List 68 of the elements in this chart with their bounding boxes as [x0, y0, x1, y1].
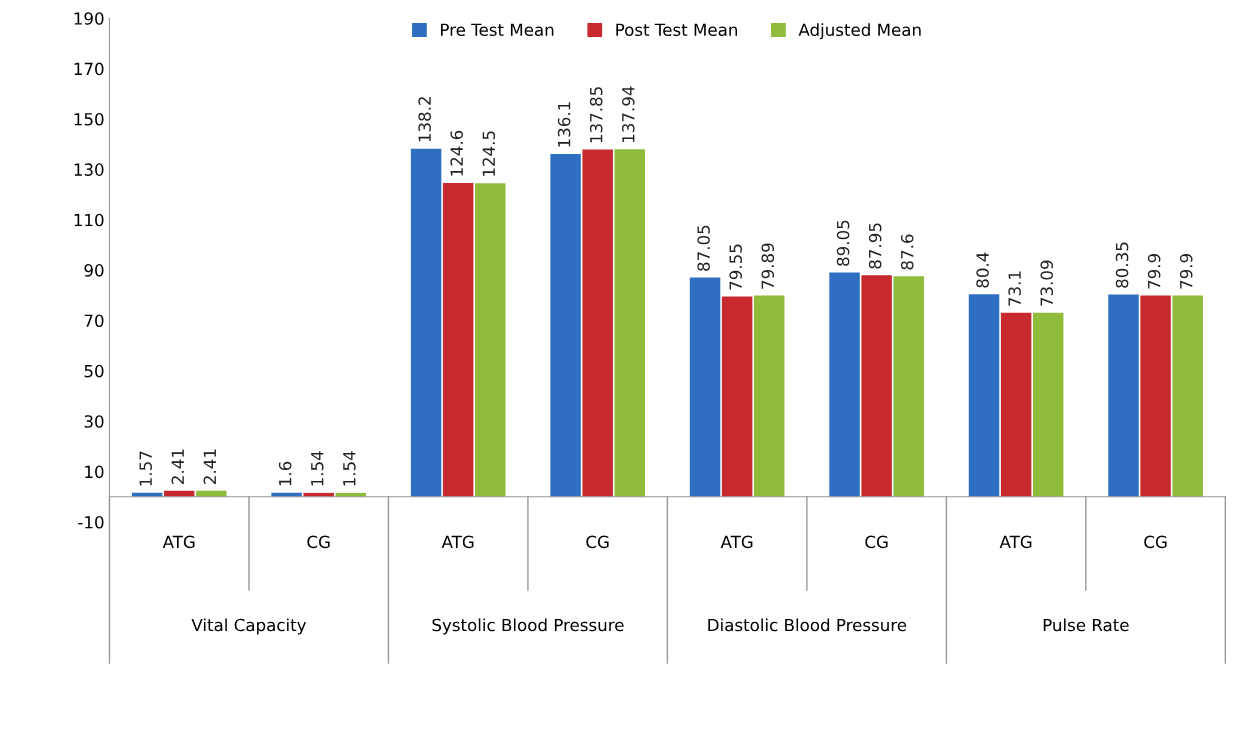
bar	[968, 294, 1000, 497]
data-label: 79.9	[1147, 254, 1161, 289]
data-label: 2.41	[171, 449, 184, 484]
data-label: 89.05	[836, 220, 850, 266]
bar	[475, 183, 506, 497]
bar	[1000, 312, 1032, 497]
bar	[550, 154, 581, 497]
bar	[1032, 312, 1064, 497]
bar	[721, 296, 753, 497]
y-tick-label: 130	[74, 163, 104, 176]
y-tick-label: 70	[84, 314, 104, 328]
x-tick-label: ATG	[999, 535, 1032, 549]
bar	[1172, 295, 1203, 497]
bar	[689, 277, 721, 497]
x-tick-label: CG	[865, 535, 888, 549]
data-label: 79.55	[729, 244, 742, 290]
y-tick-label: 170	[74, 62, 104, 76]
text: Diastolic Blood Pressure	[708, 618, 907, 632]
y-tick-label: 50	[84, 364, 104, 378]
x-tick-label: CG	[1144, 535, 1167, 549]
bar	[410, 148, 442, 497]
data-label: 2.41	[203, 449, 216, 484]
data-label: 80.35	[1115, 242, 1129, 288]
y-tick-label: 90	[84, 264, 104, 277]
legend-label: Post Test Mean	[616, 23, 737, 37]
data-label: 87.95	[868, 223, 882, 269]
data-label: 124.5	[482, 131, 496, 176]
text: Systolic Blood Pressure	[432, 618, 624, 635]
data-label: 124.6	[450, 130, 464, 176]
bar	[1108, 294, 1139, 497]
bar	[829, 272, 860, 497]
data-label: 1.54	[311, 451, 324, 486]
data-label: 1.57	[139, 451, 152, 486]
data-label: 138.2	[418, 97, 431, 142]
data-label: 137.85	[589, 87, 603, 143]
y-tick-label: 150	[74, 112, 104, 126]
x-tick-label: ATG	[441, 535, 474, 549]
bar	[1140, 295, 1171, 497]
x-tick-label: CG	[586, 535, 609, 549]
data-label: 1.54	[343, 451, 356, 486]
y-tick-label: 30	[84, 415, 104, 428]
data-label: 80.4	[976, 252, 989, 288]
bar	[893, 276, 924, 497]
y-tick-label: 190	[74, 12, 104, 25]
data-label: 137.94	[621, 86, 635, 142]
data-label: 73.1	[1008, 271, 1021, 306]
x-tick-label: CG	[307, 535, 330, 549]
data-label: 136.1	[557, 102, 571, 147]
data-label: 73.09	[1040, 260, 1054, 306]
legend-label: Pre Test Mean	[441, 23, 554, 37]
legend-label: Adjusted Mean	[798, 23, 921, 40]
data-label: 79.89	[761, 243, 775, 289]
y-tick-label: -10	[78, 515, 104, 529]
x-tick-label: ATG	[720, 535, 753, 549]
x-tick-label: ATG	[162, 535, 195, 549]
data-label: 79.9	[1179, 254, 1193, 289]
bar	[753, 295, 785, 497]
data-label: 1.6	[278, 461, 292, 486]
bar	[861, 275, 892, 497]
text: Pulse Rate	[1043, 618, 1129, 632]
y-tick-label: 10	[85, 465, 104, 479]
bar	[614, 149, 645, 497]
bar	[442, 182, 474, 497]
bar	[582, 149, 613, 497]
text: Vital Capacity	[191, 618, 307, 635]
data-label: 87.05	[697, 225, 710, 271]
y-tick-label: 110	[74, 213, 104, 227]
data-label: 87.6	[900, 234, 914, 270]
